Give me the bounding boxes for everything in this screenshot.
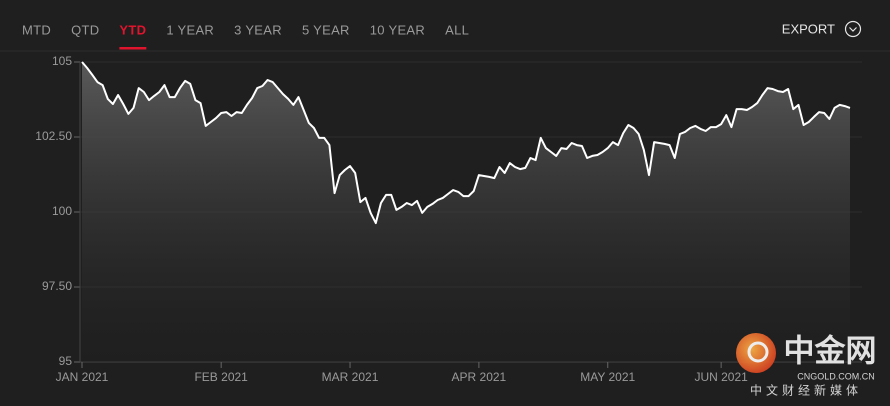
watermark-logo-swirl xyxy=(747,341,769,363)
export-button[interactable]: EXPORT xyxy=(782,20,862,38)
watermark: 中金网 CNGOLD.COM.CN 中文财经新媒体 xyxy=(736,333,877,398)
tab[interactable]: 5 YEAR xyxy=(302,22,350,37)
export-label[interactable]: EXPORT xyxy=(782,21,835,36)
watermark-domain: CNGOLD.COM.CN xyxy=(797,371,875,381)
watermark-logo xyxy=(736,333,776,373)
chart: 95 97.50 100 102.50 105 JAN 2021 FEB 2021 MAR 2… xyxy=(35,54,862,384)
export-icon[interactable] xyxy=(844,20,862,38)
x-tick-label: FEB 2021 xyxy=(194,370,248,384)
tab[interactable]: MTD xyxy=(22,22,51,37)
y-tick-label: 105 xyxy=(52,54,72,68)
y-tick-label: 95 xyxy=(59,354,73,368)
x-tick-label: JUN 2021 xyxy=(694,370,748,384)
tab-bar: MTD QTD YTD 1 YEAR 3 YEAR 5 YEAR 10 YEAR ALL xyxy=(22,22,469,50)
y-tick-label: 100 xyxy=(52,204,72,218)
tab[interactable]: YTD xyxy=(119,22,146,37)
tab[interactable]: 1 YEAR xyxy=(166,22,214,37)
tab[interactable]: 3 YEAR xyxy=(234,22,282,37)
tab[interactable]: QTD xyxy=(71,22,99,37)
tab-underline xyxy=(119,47,147,50)
export-chevron[interactable] xyxy=(849,27,857,32)
tab[interactable]: ALL xyxy=(445,22,469,37)
watermark-brand: 中金网 xyxy=(784,334,877,370)
area-fill xyxy=(82,62,850,362)
x-tick-label: MAR 2021 xyxy=(322,370,379,384)
y-tick-label: 102.50 xyxy=(35,129,72,143)
watermark-slogan: 中文财经新媒体 xyxy=(750,383,862,398)
x-tick-label: MAY 2021 xyxy=(580,370,635,384)
x-tick-label: JAN 2021 xyxy=(56,370,109,384)
tab[interactable]: 10 YEAR xyxy=(370,22,425,37)
y-tick-label: 97.50 xyxy=(42,279,72,293)
price-line xyxy=(81,61,851,225)
x-tick-label: APR 2021 xyxy=(452,370,507,384)
